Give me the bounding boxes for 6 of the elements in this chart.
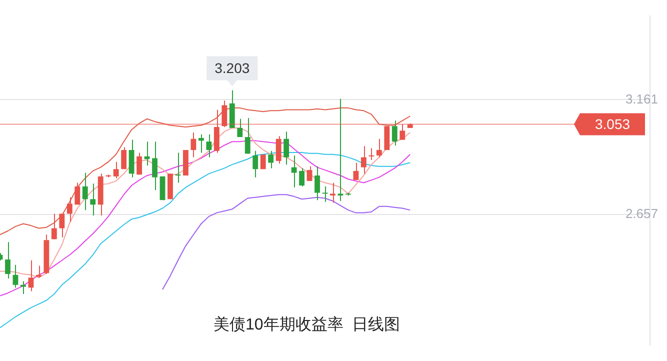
y-tick-label: 3.161	[625, 91, 658, 106]
y-tick-label: 2.657	[625, 206, 658, 221]
annotation: 3.203	[214, 60, 250, 76]
candlestick	[330, 182, 336, 204]
ref-line-label: 3.053	[594, 116, 630, 132]
text: 美债10年期收益率 日线图	[213, 315, 400, 334]
